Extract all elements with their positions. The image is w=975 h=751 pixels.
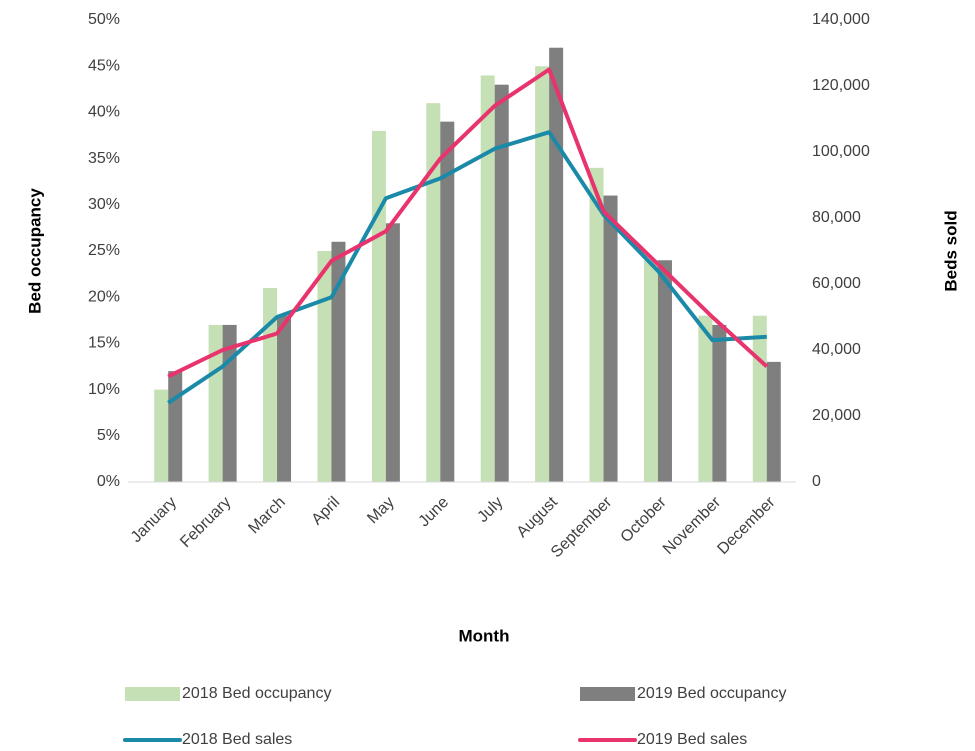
y2-tick-label: 20,000 xyxy=(812,407,861,424)
y2-axis-label: Beds sold xyxy=(941,210,960,291)
bar xyxy=(643,260,658,482)
bar xyxy=(752,315,767,482)
y-axis-label: Bed occupancy xyxy=(25,188,44,314)
bar xyxy=(549,47,564,482)
x-tick-label: October xyxy=(617,493,670,546)
x-tick-label: January xyxy=(128,494,180,546)
y2-tick-label: 0 xyxy=(812,473,821,490)
y-tick-label: 10% xyxy=(88,381,120,398)
y-tick-label: 20% xyxy=(88,288,120,305)
y-tick-label: 50% xyxy=(88,11,120,28)
y-tick-label: 25% xyxy=(88,242,120,259)
x-axis-label: Month xyxy=(459,626,510,645)
y2-tick-label: 80,000 xyxy=(812,209,861,226)
bar xyxy=(603,195,618,482)
bar xyxy=(698,315,713,482)
bar xyxy=(208,324,223,482)
y2-tick-label: 120,000 xyxy=(812,77,870,94)
x-tick-label: August xyxy=(514,493,562,541)
line-series xyxy=(167,67,769,379)
legend-label: 2019 Bed sales xyxy=(637,731,747,748)
bar xyxy=(440,121,455,482)
x-tick-label: May xyxy=(364,494,397,527)
x-tick-label: March xyxy=(245,494,288,537)
bar xyxy=(277,315,292,482)
x-tick-label: June xyxy=(416,494,453,531)
bar xyxy=(766,361,781,482)
bar xyxy=(154,389,169,482)
y-tick-label: 15% xyxy=(88,335,120,352)
legend-swatch xyxy=(580,687,635,701)
legend-label: 2018 Bed sales xyxy=(182,731,292,748)
bar xyxy=(317,251,332,482)
bar xyxy=(385,223,400,482)
y2-tick-label: 60,000 xyxy=(812,275,861,292)
legend-label: 2018 Bed occupancy xyxy=(182,685,331,702)
line-series xyxy=(167,130,767,405)
x-tick-label: February xyxy=(177,494,234,551)
bar xyxy=(480,75,495,482)
x-tick-label: December xyxy=(714,493,779,558)
bar xyxy=(535,66,550,482)
y2-tick-label: 100,000 xyxy=(812,143,870,160)
bar xyxy=(168,371,183,482)
y2-tick-label: 140,000 xyxy=(812,11,870,28)
legend-swatch xyxy=(125,687,180,701)
y-tick-label: 35% xyxy=(88,150,120,167)
y-tick-label: 45% xyxy=(88,57,120,74)
y2-tick-label: 40,000 xyxy=(812,341,861,358)
y-tick-label: 30% xyxy=(88,196,120,213)
bar xyxy=(331,241,346,482)
bar xyxy=(657,260,672,482)
bar xyxy=(426,103,441,482)
x-tick-label: April xyxy=(309,494,344,529)
y-tick-label: 0% xyxy=(97,473,120,490)
x-tick-label: July xyxy=(474,494,506,526)
y-tick-label: 5% xyxy=(97,427,120,444)
bar xyxy=(494,84,509,483)
bar xyxy=(712,324,727,482)
x-tick-label: November xyxy=(660,493,725,558)
legend-label: 2019 Bed occupancy xyxy=(637,685,786,702)
y-tick-label: 40% xyxy=(88,104,120,121)
bar xyxy=(589,167,604,482)
bar xyxy=(371,130,386,482)
